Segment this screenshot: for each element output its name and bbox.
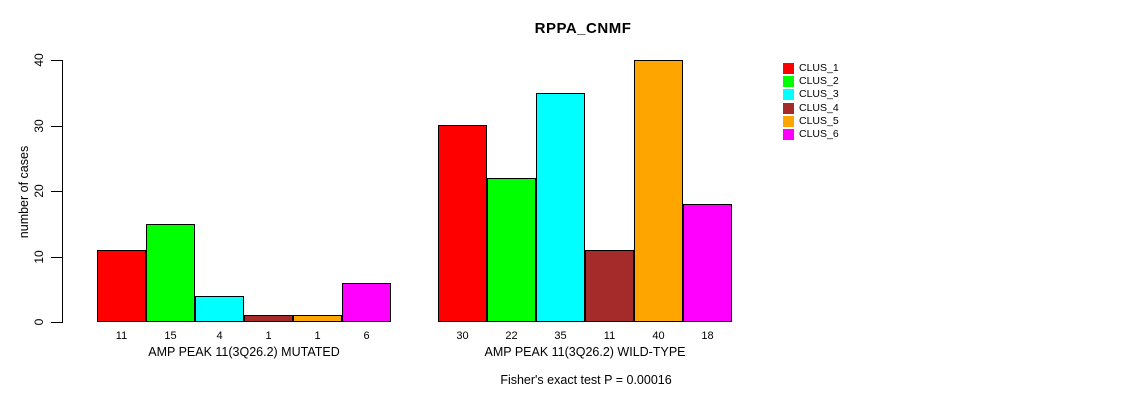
legend-label: CLUS_5 [799,114,839,127]
bar-clus_2-mutated [146,224,195,322]
bar-value-label: 6 [363,330,370,342]
legend-label: CLUS_2 [799,75,839,88]
y-axis-tick [51,126,63,127]
bar-value-label: 1 [314,330,321,342]
y-axis-tick [51,257,63,258]
legend-swatch-icon [783,89,794,101]
legend-label: CLUS_6 [799,128,839,141]
bar-value-label: 40 [652,330,665,342]
bar-clus_3-wild-type [536,93,585,322]
legend-item-clus_2: CLUS_2 [783,75,839,88]
bar-value-label: 1 [265,330,272,342]
bar-value-label: 11 [115,330,128,342]
bar-clus_1-mutated [97,250,146,322]
group-label-mutated: AMP PEAK 11(3Q26.2) MUTATED [148,345,340,359]
legend-label: CLUS_1 [799,62,839,75]
legend-swatch-icon [783,129,794,141]
legend-label: CLUS_3 [799,88,839,101]
legend-swatch-icon [783,115,794,127]
legend-swatch-icon [783,63,794,75]
chart-title: RPPA_CNMF [534,20,632,37]
legend-item-clus_1: CLUS_1 [783,62,839,75]
bar-clus_6-wild-type [683,204,732,322]
bar-value-label: 30 [456,330,469,342]
y-axis-tick-label: 20 [32,184,46,198]
bar-clus_2-wild-type [487,178,536,322]
legend-swatch-icon [783,76,794,88]
bar-value-label: 15 [164,330,177,342]
y-axis-tick-label: 0 [32,318,46,326]
bar-clus_6-mutated [342,283,391,322]
bar-value-label: 18 [701,330,714,342]
group-label-wild-type: AMP PEAK 11(3Q26.2) WILD-TYPE [484,345,686,359]
bar-value-label: 4 [216,330,223,342]
bar-value-label: 22 [505,330,518,342]
legend-item-clus_5: CLUS_5 [783,115,839,128]
y-axis-tick [51,60,63,61]
legend-label: CLUS_4 [799,101,839,114]
legend-item-clus_3: CLUS_3 [783,88,839,101]
legend-item-clus_4: CLUS_4 [783,102,839,115]
bar-clus_5-mutated [293,315,342,322]
fisher-test-annotation: Fisher's exact test P = 0.00016 [500,373,672,387]
bar-value-label: 11 [603,330,616,342]
y-axis-tick-label: 30 [32,119,46,133]
y-axis-title: number of cases [17,145,31,239]
y-axis-tick-label: 40 [32,53,46,67]
legend-item-clus_6: CLUS_6 [783,128,839,141]
legend: CLUS_1 CLUS_2 CLUS_3 CLUS_4 CLUS_5 CLUS_6 [783,62,839,141]
bar-clus_4-wild-type [585,250,634,322]
y-axis-tick [51,322,63,323]
y-axis-tick-label: 10 [32,250,46,264]
bar-clus_4-mutated [244,315,293,322]
y-axis-tick [51,191,63,192]
bar-clus_1-wild-type [438,125,487,322]
legend-swatch-icon [783,102,794,114]
bar-clus_5-wild-type [634,60,683,322]
bar-value-label: 35 [554,330,567,342]
bar-clus_3-mutated [195,296,244,322]
